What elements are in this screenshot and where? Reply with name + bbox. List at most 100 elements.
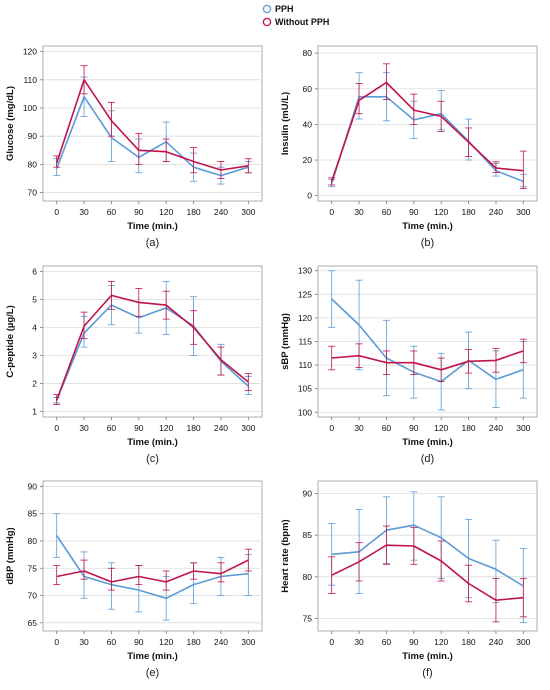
y-tick-label: 70	[28, 591, 38, 601]
chart-svg: 100 105 110 115 120 125 130 0 30 60 90 120 180 240 300…	[280, 265, 538, 465]
y-tick-label: 130	[298, 266, 312, 276]
y-tick-label: 80	[28, 536, 38, 546]
y-tick-label: 60	[303, 84, 313, 94]
y-tick-label: 85	[303, 530, 313, 540]
series-line-without-pph	[330, 81, 524, 182]
x-tick-label: 180	[461, 423, 475, 433]
y-tick-label: 105	[298, 384, 312, 394]
y-tick-label: 120	[298, 313, 312, 323]
chart-svg: 0 20 40 60 80 0 30 60 90 120 180 240 300 Time (min.) I…	[280, 45, 538, 249]
y-tick-label: 125	[298, 289, 312, 299]
x-tick-label: 90	[134, 637, 144, 647]
y-tick-label: 75	[303, 614, 313, 624]
y-axis-title: Insulin (mU/L)	[280, 92, 291, 155]
chart-caption: (b)	[421, 237, 434, 249]
x-axis-title: Time (min.)	[402, 221, 453, 232]
x-tick-label: 90	[134, 423, 144, 433]
legend: PPH Without PPH	[262, 2, 329, 28]
plot-frame	[42, 45, 263, 202]
y-tick-label: 110	[298, 360, 312, 370]
chart-caption: (f)	[422, 667, 432, 679]
series-without-pph	[328, 338, 527, 383]
x-tick-label: 300	[516, 423, 530, 433]
plot-frame	[317, 45, 538, 202]
y-tick-label: 0	[307, 191, 312, 201]
chart-glucose: 70 80 90 100 110 120 0 30 60 90 120 180 240 300 Time (…	[0, 38, 275, 260]
x-tick-label: 90	[409, 207, 419, 217]
chart-c-peptide: 1 2 3 4 5 6 0 30 60 90 120 180 240 300 Time (min.) C-pe…	[0, 258, 275, 476]
chart-sbp: 100 105 110 115 120 125 130 0 30 60 90 120 180 240 300…	[275, 258, 550, 476]
x-axis-title: Time (min.)	[127, 437, 178, 448]
y-tick-label: 40	[303, 119, 313, 129]
x-tick-label: 120	[434, 207, 448, 217]
y-axis-title: sBP (mmHg)	[280, 313, 291, 370]
series-without-pph	[328, 63, 527, 189]
x-axis-title: Time (min.)	[402, 437, 453, 448]
x-tick-label: 300	[241, 207, 255, 217]
plot-frame	[317, 480, 538, 632]
y-tick-label: 65	[28, 618, 38, 628]
chart-svg: 70 80 90 100 110 120 0 30 60 90 120 180 240 300 Time (…	[5, 45, 263, 249]
y-tick-label: 90	[303, 489, 313, 499]
x-tick-label: 0	[329, 423, 334, 433]
series-line-without-pph	[331, 544, 524, 601]
chart-heart-rate: 75 80 85 90 0 30 60 90 120 180 240 300 Time (min.) He…	[275, 473, 550, 690]
series-without-pph	[53, 548, 252, 591]
x-axis-title: Time (min.)	[127, 221, 178, 232]
x-tick-label: 60	[382, 637, 392, 647]
series-without-pph	[53, 280, 252, 405]
y-tick-label: 20	[303, 155, 313, 165]
chart-caption: (a)	[146, 237, 159, 249]
x-tick-label: 30	[354, 637, 364, 647]
x-axis-title: Time (min.)	[127, 651, 178, 662]
legend-swatch-pph	[262, 4, 272, 13]
y-tick-label: 90	[28, 131, 38, 141]
x-tick-label: 240	[489, 207, 503, 217]
x-tick-label: 180	[461, 207, 475, 217]
x-tick-label: 240	[489, 637, 503, 647]
y-tick-label: 80	[28, 159, 38, 169]
x-tick-label: 60	[107, 207, 117, 217]
x-tick-label: 30	[79, 207, 89, 217]
legend-label-without-pph: Without PPH	[275, 16, 330, 27]
y-tick-label: 115	[298, 337, 312, 347]
series-line-without-pph	[55, 294, 249, 401]
x-tick-label: 120	[159, 207, 173, 217]
y-tick-label: 4	[32, 323, 37, 333]
x-tick-label: 0	[54, 207, 59, 217]
x-tick-label: 180	[186, 637, 200, 647]
y-tick-label: 80	[303, 572, 313, 582]
chart-insulin: 0 20 40 60 80 0 30 60 90 120 180 240 300 Time (min.) I…	[275, 38, 550, 260]
chart-caption: (c)	[146, 453, 159, 465]
x-tick-label: 300	[516, 637, 530, 647]
y-axis-title: dBP (mmHg)	[5, 527, 16, 584]
x-tick-label: 120	[159, 423, 173, 433]
y-tick-label: 100	[298, 407, 312, 417]
x-tick-label: 120	[434, 637, 448, 647]
legend-item-pph: PPH	[262, 2, 329, 15]
legend-swatch-without-pph	[262, 17, 272, 26]
plot-frame	[42, 265, 263, 418]
plot-frame	[42, 480, 263, 632]
y-tick-label: 120	[23, 47, 37, 57]
chart-svg: 75 80 85 90 0 30 60 90 120 180 240 300 Time (min.) He…	[280, 480, 538, 679]
x-tick-label: 90	[134, 207, 144, 217]
y-tick-label: 3	[32, 350, 37, 360]
x-tick-label: 300	[516, 207, 530, 217]
x-tick-label: 120	[434, 423, 448, 433]
x-tick-label: 0	[54, 423, 59, 433]
x-tick-label: 0	[329, 207, 334, 217]
x-tick-label: 0	[329, 637, 334, 647]
x-tick-label: 0	[54, 637, 59, 647]
x-tick-label: 240	[214, 637, 228, 647]
series-line-without-pph	[55, 78, 249, 171]
y-tick-label: 1	[32, 406, 37, 416]
x-tick-label: 180	[461, 637, 475, 647]
y-tick-label: 90	[28, 481, 38, 491]
x-tick-label: 180	[186, 423, 200, 433]
x-tick-label: 90	[409, 637, 419, 647]
x-tick-label: 180	[186, 207, 200, 217]
x-tick-label: 240	[214, 207, 228, 217]
x-tick-label: 30	[354, 207, 364, 217]
